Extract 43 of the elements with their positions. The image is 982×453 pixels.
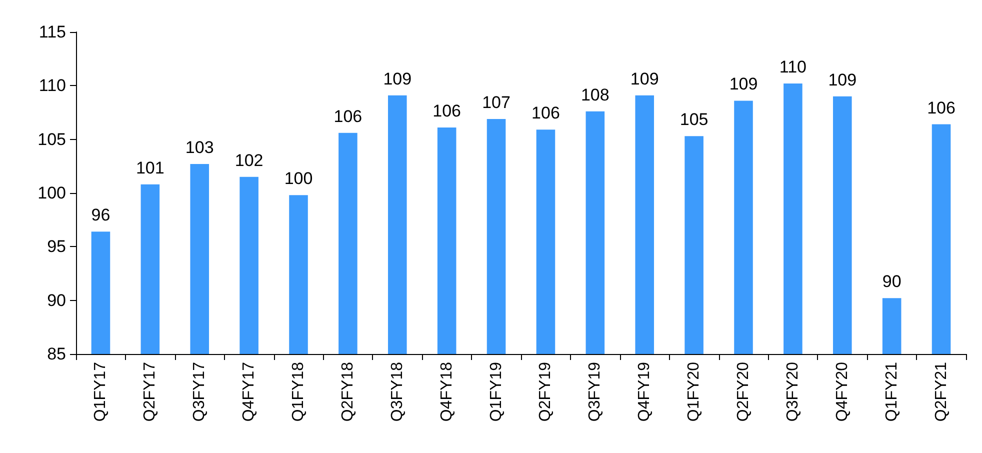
data-label: 96	[91, 206, 110, 225]
y-tick-label: 90	[47, 290, 66, 310]
data-label: 109	[729, 74, 758, 94]
x-tick-label: Q4FY20	[834, 362, 851, 422]
x-tick-label: Q3FY17	[191, 362, 208, 422]
y-tick-label: 95	[47, 237, 66, 256]
x-tick-label: Q1FY17	[92, 362, 110, 422]
x-tick-label: Q4FY17	[240, 362, 258, 422]
data-label: 109	[630, 69, 659, 88]
x-tick-label: Q3FY18	[388, 362, 406, 422]
data-label: 108	[580, 85, 610, 104]
y-tick-label: 110	[38, 76, 66, 96]
x-tick-label: Q1FY19	[488, 362, 505, 422]
data-label: 109	[383, 69, 412, 88]
y-tick-label: 85	[47, 344, 66, 364]
data-label: 90	[882, 272, 902, 292]
x-tick-label: Q2FY18	[339, 362, 356, 422]
y-tick-label: 115	[38, 22, 66, 42]
data-label: 101	[136, 158, 164, 178]
x-tick-label: Q1FY20	[686, 362, 703, 422]
data-label: 105	[680, 110, 708, 130]
x-tick-label: Q1FY18	[290, 362, 307, 422]
data-label: 102	[234, 150, 264, 170]
x-tick-label: Q2FY19	[537, 362, 554, 422]
y-tick-label: 105	[38, 130, 66, 149]
data-label: 109	[828, 70, 857, 90]
data-label: 103	[185, 138, 214, 158]
data-label: 106	[432, 102, 462, 121]
x-tick-label: Q4FY19	[636, 362, 654, 422]
x-tick-label: Q3FY19	[586, 362, 604, 422]
data-label: 100	[284, 169, 313, 188]
x-tick-label: Q2FY21	[932, 362, 950, 422]
x-tick-label: Q2FY20	[735, 362, 752, 422]
y-tick-label: 100	[38, 184, 66, 202]
x-tick-label: Q3FY20	[784, 362, 802, 422]
x-tick-label: Q1FY21	[883, 362, 900, 422]
data-label: 106	[334, 106, 362, 126]
data-label: 110	[779, 58, 806, 77]
data-label: 107	[482, 92, 510, 112]
x-tick-label: Q4FY18	[438, 362, 456, 422]
data-label: 106	[532, 104, 560, 123]
x-tick-label: Q2FY17	[142, 362, 159, 422]
data-label: 106	[927, 98, 956, 118]
